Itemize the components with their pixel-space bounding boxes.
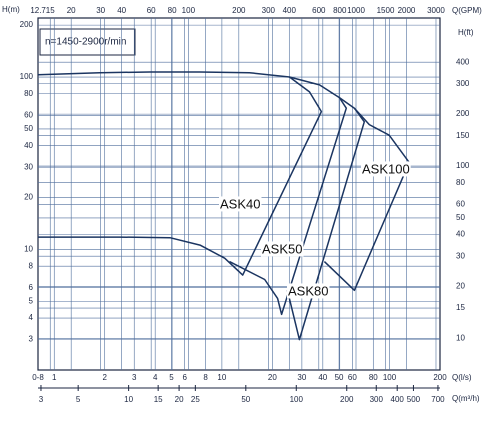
series-label-bg: [287, 283, 330, 299]
x-tick-label: 4: [153, 373, 158, 382]
x3-tick-label: 15: [154, 395, 163, 404]
x2-tick-label: 600: [312, 6, 326, 15]
x2-tick-label: 40: [117, 6, 126, 15]
x3-tick-label: 50: [241, 395, 250, 404]
x-tick-label: 50: [335, 373, 344, 382]
x2-tick-label: 60: [147, 6, 156, 15]
x3-tick-label: 5: [76, 395, 81, 404]
y-tick-label: 100: [20, 72, 34, 81]
pump-curve: [229, 76, 348, 316]
x-tick-label: 0-8: [32, 373, 44, 382]
pump-curve: [323, 107, 410, 292]
x2-tick-label: 20: [67, 6, 76, 15]
series-label: ASK100: [362, 161, 410, 176]
series-label: ASK50: [262, 241, 302, 256]
x3-tick-label: 20: [175, 395, 184, 404]
x-tick-label: 20: [268, 373, 277, 382]
x-tick-label: 80: [369, 373, 378, 382]
x-tick-label: 30: [297, 373, 306, 382]
pump-curve: [37, 71, 323, 276]
x3-tick-label: 500: [407, 395, 421, 404]
x3-tick-label: 200: [340, 395, 354, 404]
y-tick-label: 8: [29, 261, 34, 270]
x-tick-label: 200: [433, 373, 447, 382]
y2-tick-label: 300: [456, 79, 470, 88]
series-label: ASK80: [288, 283, 328, 298]
x2-tick-label: 300: [262, 6, 276, 15]
y-tick-label: 3: [29, 335, 34, 344]
x2-tick-label: 1000: [347, 6, 365, 15]
y2-tick-label: 150: [456, 131, 470, 140]
series-label-bg: [361, 161, 411, 177]
x2-tick-label: 200: [232, 6, 246, 15]
x2-tick-label: 2000: [398, 6, 416, 15]
x-tick-label: 1: [52, 373, 57, 382]
x-tick-label: 5: [169, 373, 174, 382]
x-axis-title: Q(l/s): [452, 373, 472, 382]
x3-tick-label: 300: [370, 395, 384, 404]
x2-tick-label: 100: [182, 6, 196, 15]
x3-axis-title: Q(m³/h): [452, 394, 480, 403]
x3-tick-label: 400: [391, 395, 405, 404]
x3-tick-label: 3: [39, 395, 44, 404]
y-tick-label: 20: [24, 193, 33, 202]
y-axis-title: H(m): [2, 5, 20, 14]
x2-tick-label: 15: [46, 6, 55, 15]
y-tick-label: 6: [29, 283, 34, 292]
annotation: n=1450-2900r/min: [45, 37, 126, 48]
y2-tick-label: 100: [456, 161, 470, 170]
y-tick-label: 40: [24, 141, 33, 150]
x-tick-label: 3: [132, 373, 137, 382]
y2-tick-label: 80: [456, 178, 465, 187]
x2-tick-label: 3000: [427, 6, 445, 15]
series-label: ASK40: [220, 196, 260, 211]
y2-tick-label: 200: [456, 109, 470, 118]
x3-tick-label: 25: [191, 395, 200, 404]
x-tick-label: 100: [383, 373, 397, 382]
x-tick-label: 8: [203, 373, 208, 382]
y2-tick-label: 60: [456, 199, 465, 208]
pump-curve: [286, 96, 366, 341]
x2-tick-label: 80: [168, 6, 177, 15]
x-tick-label: 60: [348, 373, 357, 382]
y2-tick-label: 50: [456, 213, 465, 222]
y-tick-label: 60: [24, 110, 33, 119]
y-tick-label: 80: [24, 89, 33, 98]
x-tick-label: 6: [182, 373, 187, 382]
y-tick-label: 10: [24, 245, 33, 254]
x-tick-label: 40: [318, 373, 327, 382]
x2-axis-title: Q(GPM): [452, 6, 482, 15]
y-tick-label: 50: [24, 124, 33, 133]
y-tick-label: 4: [29, 313, 34, 322]
series-label-bg: [219, 196, 262, 212]
y2-tick-label: 40: [456, 230, 465, 239]
x2-tick-label: 1500: [377, 6, 395, 15]
y-tick-label: 200: [20, 20, 34, 29]
x3-tick-label: 100: [290, 395, 304, 404]
y2-tick-label: 400: [456, 57, 470, 66]
x-tick-label: 2: [102, 373, 107, 382]
x-tick-label: 10: [217, 373, 226, 382]
y2-tick-label: 15: [456, 303, 465, 312]
y2-tick-label: 10: [456, 334, 465, 343]
y2-tick-label: 30: [456, 251, 465, 260]
series-label-bg: [261, 241, 304, 257]
annotation-box: [39, 28, 136, 56]
y2-tick-label: 20: [456, 282, 465, 291]
y-tick-label: 5: [29, 296, 34, 305]
x2-tick-label: 800: [333, 6, 347, 15]
y2-axis-title: H(ft): [458, 28, 474, 37]
x2-tick-label: 12.7: [30, 6, 46, 15]
x2-tick-label: 30: [96, 6, 105, 15]
x3-tick-label: 10: [124, 395, 133, 404]
x3-tick-label: 700: [431, 395, 445, 404]
x2-tick-label: 400: [283, 6, 297, 15]
y-tick-label: 30: [24, 162, 33, 171]
